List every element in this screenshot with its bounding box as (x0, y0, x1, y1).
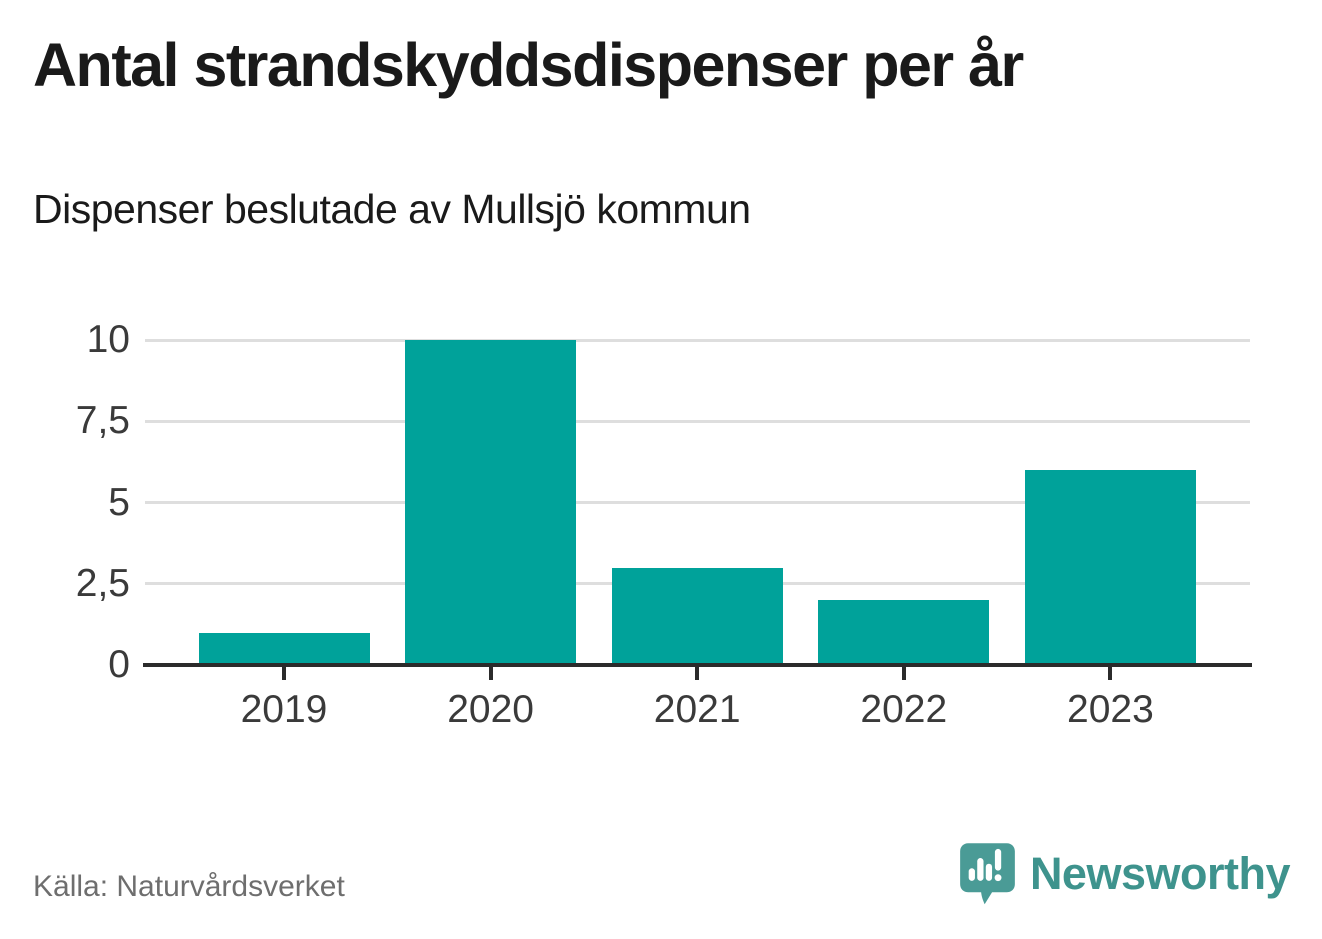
x-tick-label: 2022 (860, 688, 948, 731)
newsworthy-logo: Newsworthy (959, 842, 1291, 906)
newsworthy-logo-icon (960, 843, 1015, 905)
bar (1024, 470, 1196, 665)
bar (405, 340, 577, 665)
x-tick (695, 667, 700, 680)
bar (818, 600, 990, 665)
gridline (145, 338, 1250, 342)
bar (198, 632, 370, 665)
x-tick (1108, 667, 1113, 680)
x-tick (901, 667, 906, 680)
x-tick-label: 2021 (653, 688, 741, 731)
gridline (145, 501, 1250, 504)
x-tick-label: 2020 (447, 688, 534, 731)
newsworthy-logo-text: Newsworthy (1029, 848, 1291, 899)
chart-title: Antal strandskyddsdispenser per år (33, 31, 1024, 99)
y-tick-label: 7,5 (75, 399, 130, 443)
y-tick-label: 2,5 (75, 561, 130, 605)
x-axis-line (143, 663, 1252, 667)
x-tick-label: 2023 (1067, 688, 1154, 731)
bar (611, 567, 783, 665)
source-caption: Källa: Naturvårdsverket (33, 870, 345, 903)
y-tick-label: 10 (86, 318, 130, 361)
x-tick (488, 667, 493, 680)
y-tick-label: 5 (108, 480, 130, 524)
x-tick-label: 2019 (240, 688, 328, 731)
chart-subtitle: Dispenser beslutade av Mullsjö kommun (33, 186, 751, 232)
x-tick (282, 667, 286, 680)
gridline (145, 419, 1250, 423)
y-tick-label: 0 (108, 643, 130, 686)
